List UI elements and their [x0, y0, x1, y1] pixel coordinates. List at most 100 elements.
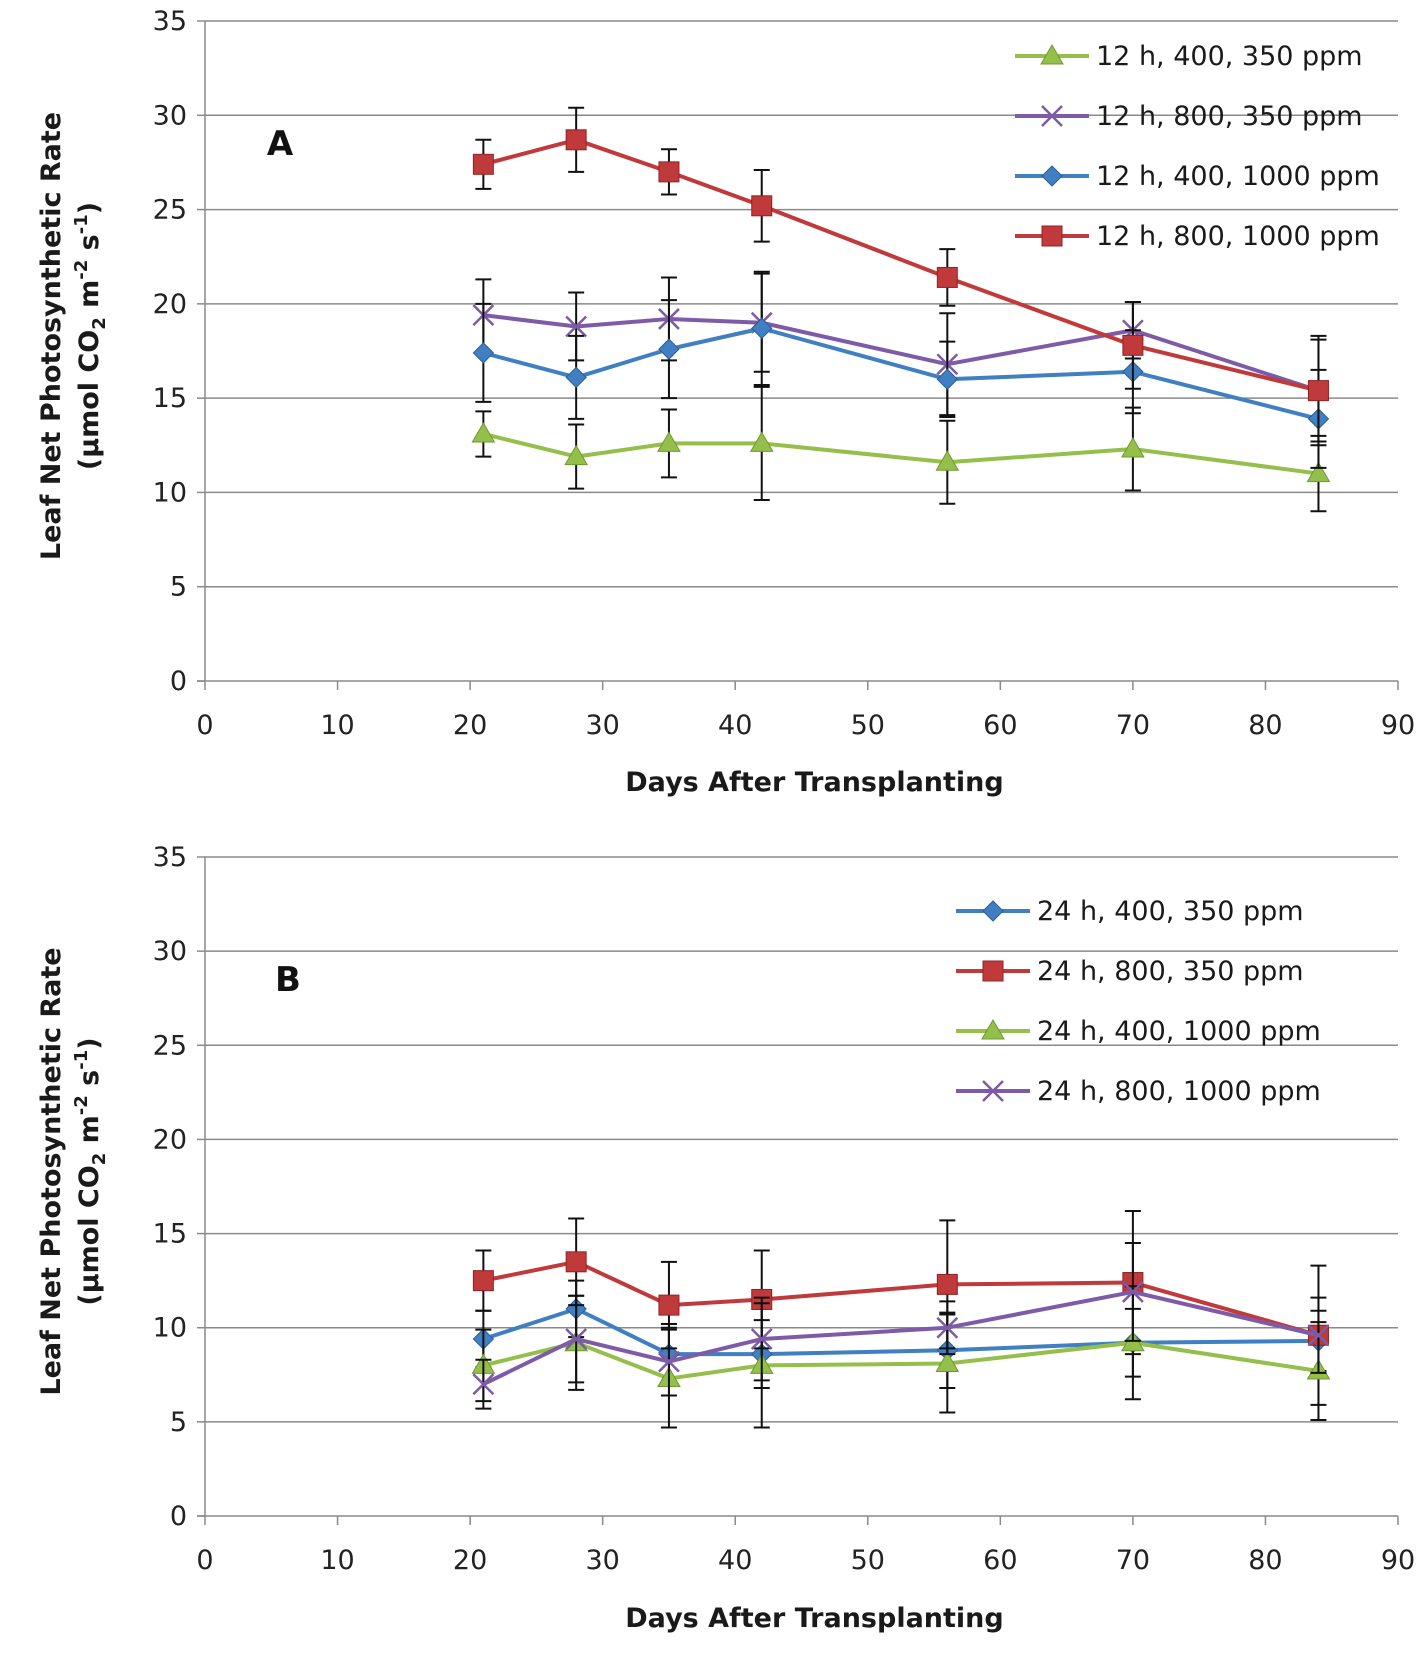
data-point — [935, 450, 960, 471]
legend-marker — [982, 1080, 1004, 1102]
y-tick-label: 20 — [153, 1124, 187, 1155]
data-point — [750, 1328, 773, 1350]
x-tick-label: 0 — [196, 710, 213, 741]
x-tick-label: 40 — [718, 710, 752, 741]
legend-marker — [982, 960, 1004, 982]
y-tick-label: 20 — [153, 289, 187, 320]
series-line — [483, 313, 1320, 393]
legend-item: 24 h, 400, 350 ppm — [956, 896, 1304, 927]
legend-marker — [1041, 225, 1063, 247]
y-axis-title-part: m — [74, 280, 105, 318]
data-point — [471, 421, 496, 443]
chart-panel-b: 0 5 10 15 20 25 30 35 0 10 20 30 40 50 60 70 80 90 Days Af… — [36, 842, 1415, 1634]
data-point — [1307, 1324, 1330, 1347]
legend-label: 24 h, 400, 1000 ppm — [1037, 1016, 1321, 1047]
data-point — [936, 1316, 959, 1339]
data-point — [936, 266, 958, 288]
legend-item: 12 h, 400, 350 ppm — [1015, 41, 1363, 72]
data-point — [472, 1373, 495, 1396]
data-point — [1122, 1281, 1144, 1303]
legend: 24 h, 400, 350 ppm 24 h, 800, 350 ppm 24 h… — [956, 896, 1321, 1107]
y-axis-title-part: s — [74, 234, 105, 259]
data-point — [657, 431, 681, 452]
y-axis-title-line2: (µmol CO2 m-2 s-1) — [71, 202, 110, 470]
data-point — [472, 1270, 494, 1292]
legend-marker — [982, 900, 1004, 922]
x-tick-label: 20 — [453, 710, 487, 741]
y-axis-title-part: -1 — [71, 1050, 92, 1070]
y-axis-title-part: 2 — [89, 1153, 110, 1166]
y-tick-label: 15 — [153, 383, 187, 414]
data-point — [751, 317, 773, 340]
data-point — [935, 1351, 960, 1372]
x-tick-label: 30 — [585, 710, 619, 741]
y-tick-label: 35 — [153, 6, 187, 37]
y-axis-title-part: m — [74, 1115, 105, 1153]
legend-label: 24 h, 400, 350 ppm — [1037, 896, 1304, 927]
data-point — [565, 1251, 587, 1273]
series-0 — [471, 385, 1331, 513]
series-line — [482, 1289, 1319, 1386]
legend-marker — [1041, 105, 1063, 127]
legend-item: 12 h, 800, 1000 ppm — [1015, 221, 1380, 252]
x-tick-label: 20 — [453, 1545, 487, 1576]
legend-marker — [1041, 165, 1063, 187]
x-tick-label: 60 — [983, 710, 1017, 741]
data-point — [1122, 334, 1144, 356]
data-point — [472, 342, 495, 364]
legend-label: 12 h, 800, 1000 ppm — [1096, 221, 1380, 252]
y-axis-title-part: (µmol CO — [74, 1165, 105, 1305]
y-tick-label: 5 — [170, 1407, 187, 1438]
panel-label: A — [267, 124, 294, 164]
y-axis-title-part: -2 — [71, 1095, 92, 1115]
y-axis-title-part: ) — [74, 1037, 105, 1049]
data-point — [749, 431, 774, 452]
series-0 — [472, 1279, 1330, 1389]
y-tick-label: 25 — [153, 1030, 187, 1061]
chart-panel-a: 0 5 10 15 20 25 30 35 0 10 20 30 40 50 60 70 80 90 Days Af… — [36, 6, 1415, 798]
data-point — [936, 1273, 958, 1295]
data-point — [565, 1328, 588, 1350]
y-axis-title-line1: Leaf Net Photosynthetic Rate — [36, 112, 67, 560]
y-axis-title-part: s — [74, 1070, 105, 1095]
series-3 — [472, 106, 1329, 443]
y-axis-title: Leaf Net Photosynthetic Rate (µmol CO2 m-… — [36, 947, 110, 1395]
series-line — [482, 326, 1319, 421]
x-tick-label: 50 — [851, 710, 885, 741]
data-point — [751, 195, 773, 217]
x-tick-label: 60 — [983, 1545, 1017, 1576]
legend-item: 24 h, 800, 1000 ppm — [956, 1076, 1321, 1107]
y-tick-label: 10 — [153, 477, 187, 508]
data-point — [658, 338, 680, 360]
y-tick-label: 35 — [153, 842, 187, 873]
data-point — [1121, 437, 1145, 458]
data-point — [565, 129, 587, 151]
y-axis-title-line2: (µmol CO2 m-2 s-1) — [71, 1037, 110, 1305]
y-tick-label: 15 — [153, 1219, 187, 1250]
y-tick-label: 5 — [170, 572, 187, 603]
data-point — [658, 1294, 680, 1316]
data-point — [658, 1350, 680, 1373]
x-tick-label: 10 — [320, 1545, 354, 1576]
x-tick-label: 0 — [196, 1545, 213, 1576]
x-tick-label: 30 — [585, 1545, 619, 1576]
legend-label: 24 h, 800, 350 ppm — [1037, 956, 1304, 987]
panel-label: B — [275, 960, 301, 1000]
legend-label: 12 h, 400, 350 ppm — [1096, 41, 1363, 72]
legend-label: 12 h, 800, 350 ppm — [1096, 101, 1363, 132]
y-tick-label: 25 — [153, 195, 187, 226]
series-3 — [472, 1241, 1330, 1410]
legend: 12 h, 400, 350 ppm 12 h, 800, 350 ppm 12 h… — [1015, 41, 1380, 252]
x-tick-label: 80 — [1248, 1545, 1282, 1576]
y-axis-title-part: (µmol CO — [74, 330, 105, 470]
data-point — [658, 161, 680, 183]
y-axis-title-line1: Leaf Net Photosynthetic Rate — [36, 947, 67, 1395]
x-tick-label: 70 — [1116, 710, 1150, 741]
x-tick-label: 50 — [851, 1545, 885, 1576]
y-tick-label: 30 — [153, 936, 187, 967]
legend-label: 24 h, 800, 1000 ppm — [1037, 1076, 1321, 1107]
x-tick-label: 40 — [718, 1545, 752, 1576]
y-axis-title-part: -2 — [71, 260, 92, 280]
x-tick-label: 90 — [1381, 1545, 1415, 1576]
